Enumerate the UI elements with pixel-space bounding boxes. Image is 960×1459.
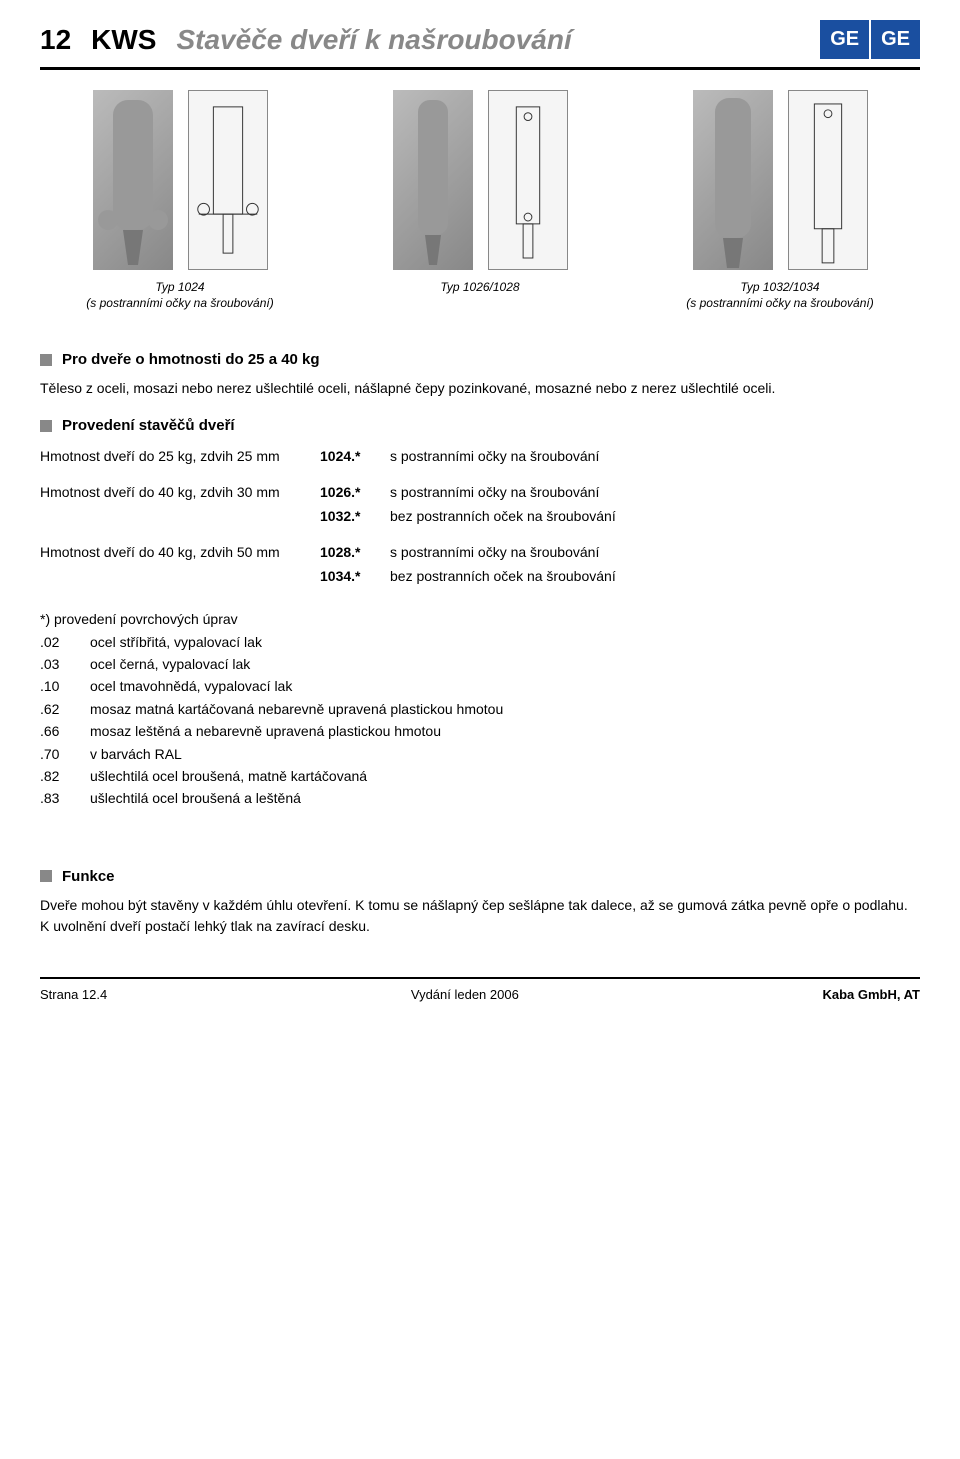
finish-desc: mosaz matná kartáčovaná nebarevně uprave…: [90, 698, 503, 720]
spec-desc: s postranními očky na šroubování: [390, 444, 920, 468]
page-header: 12 KWS Stavěče dveří k našroubování GE G…: [40, 20, 920, 70]
finish-desc: ušlechtilá ocel broušená, matně kartáčov…: [90, 765, 367, 787]
table-row: Hmotnost dveří do 40 kg, zdvih 50 mm 102…: [40, 540, 920, 564]
footer-left: Strana 12.4: [40, 987, 107, 1002]
label2-line1: Typ 1026/1028: [340, 280, 620, 296]
finish-row: .10ocel tmavohnědá, vypalovací lak: [40, 675, 920, 697]
finish-row: .62mosaz matná kartáčovaná nebarevně upr…: [40, 698, 920, 720]
finish-code: .82: [40, 765, 90, 787]
spec-label: Hmotnost dveří do 40 kg, zdvih 30 mm: [40, 480, 320, 504]
finish-desc: v barvách RAL: [90, 743, 182, 765]
finish-desc: ocel tmavohnědá, vypalovací lak: [90, 675, 292, 697]
spec-desc: s postranními očky na šroubování: [390, 480, 920, 504]
spec-desc: bez postranních oček na šroubování: [390, 564, 920, 588]
finish-code: .66: [40, 720, 90, 742]
section3-heading: Funkce: [40, 868, 920, 885]
drawing-group-1: [40, 90, 320, 270]
spec-table-2: Hmotnost dveří do 40 kg, zdvih 30 mm 102…: [40, 480, 920, 528]
drawing-group-2: [340, 90, 620, 270]
section1-text: Těleso z oceli, mosazi nebo nerez ušlech…: [40, 378, 920, 399]
footer-center: Vydání leden 2006: [411, 987, 519, 1002]
section3-text: Dveře mohou být stavěny v každém úhlu ot…: [40, 895, 920, 937]
table-row: 1034.* bez postranních oček na šroubován…: [40, 564, 920, 588]
label1-line1: Typ 1024: [40, 280, 320, 296]
section2-heading-text: Provedení stavěčů dveří: [62, 417, 235, 434]
spec-label: Hmotnost dveří do 40 kg, zdvih 50 mm: [40, 540, 320, 564]
spec-label: [40, 564, 320, 588]
table-row: Hmotnost dveří do 25 kg, zdvih 25 mm 102…: [40, 444, 920, 468]
logo-left-half: GE: [820, 20, 869, 59]
finishes-intro: *) provedení povrchových úprav: [40, 608, 920, 630]
section2-heading: Provedení stavěčů dveří: [40, 417, 920, 434]
drawing-labels-row: Typ 1024 (s postranními očky na šroubová…: [40, 280, 920, 311]
header-left: 12 KWS Stavěče dveří k našroubování: [40, 24, 572, 56]
spec-code: 1026.*: [320, 480, 390, 504]
bullet-icon: [40, 870, 52, 882]
finish-row: .83ušlechtilá ocel broušená a leštěná: [40, 787, 920, 809]
finish-code: .10: [40, 675, 90, 697]
spec-label: [40, 504, 320, 528]
finish-code: .03: [40, 653, 90, 675]
page-number: 12: [40, 24, 71, 56]
page-footer: Strana 12.4 Vydání leden 2006 Kaba GmbH,…: [40, 977, 920, 1002]
brand-code: KWS: [91, 24, 156, 56]
spec-desc: s postranními očky na šroubování: [390, 540, 920, 564]
section1-heading-text: Pro dveře o hmotnosti do 25 a 40 kg: [62, 351, 320, 368]
bullet-icon: [40, 354, 52, 366]
section1-heading: Pro dveře o hmotnosti do 25 a 40 kg: [40, 351, 920, 368]
finishes-block: *) provedení povrchových úprav .02ocel s…: [40, 608, 920, 810]
finish-code: .70: [40, 743, 90, 765]
finish-desc: mosaz leštěná a nebarevně upravená plast…: [90, 720, 441, 742]
label3-line1: Typ 1032/1034: [640, 280, 920, 296]
spec-code: 1028.*: [320, 540, 390, 564]
label1-line2: (s postranními očky na šroubování): [40, 296, 320, 312]
finish-desc: ocel stříbřitá, vypalovací lak: [90, 631, 262, 653]
page-title: Stavěče dveří k našroubování: [176, 24, 571, 56]
product-photo-1026: [393, 90, 473, 270]
spec-table-1: Hmotnost dveří do 25 kg, zdvih 25 mm 102…: [40, 444, 920, 468]
tech-drawing-1024: [188, 90, 268, 270]
finish-row: .03ocel černá, vypalovací lak: [40, 653, 920, 675]
tech-drawing-1032: [788, 90, 868, 270]
spec-code: 1032.*: [320, 504, 390, 528]
section3-heading-text: Funkce: [62, 868, 115, 885]
spec-table-3: Hmotnost dveří do 40 kg, zdvih 50 mm 102…: [40, 540, 920, 588]
table-row: Hmotnost dveří do 40 kg, zdvih 30 mm 102…: [40, 480, 920, 504]
finish-code: .83: [40, 787, 90, 809]
drawing-label-1: Typ 1024 (s postranními očky na šroubová…: [40, 280, 320, 311]
finish-row: .82ušlechtilá ocel broušená, matně kartá…: [40, 765, 920, 787]
tech-drawing-1026: [488, 90, 568, 270]
spec-label: Hmotnost dveří do 25 kg, zdvih 25 mm: [40, 444, 320, 468]
finish-code: .02: [40, 631, 90, 653]
table-row: 1032.* bez postranních oček na šroubován…: [40, 504, 920, 528]
product-photo-1032: [693, 90, 773, 270]
finish-code: .62: [40, 698, 90, 720]
drawing-label-3: Typ 1032/1034 (s postranními očky na šro…: [640, 280, 920, 311]
finish-row: .66mosaz leštěná a nebarevně upravená pl…: [40, 720, 920, 742]
footer-right: Kaba GmbH, AT: [822, 987, 920, 1002]
bullet-icon: [40, 420, 52, 432]
product-photo-1024: [93, 90, 173, 270]
spec-code: 1034.*: [320, 564, 390, 588]
technical-drawings-row: [40, 90, 920, 270]
finish-desc: ušlechtilá ocel broušená a leštěná: [90, 787, 301, 809]
spec-desc: bez postranních oček na šroubování: [390, 504, 920, 528]
drawing-label-2: Typ 1026/1028: [340, 280, 620, 311]
finish-row: .02ocel stříbřitá, vypalovací lak: [40, 631, 920, 653]
finish-desc: ocel černá, vypalovací lak: [90, 653, 250, 675]
logo-right-half: GE: [871, 20, 920, 59]
brand-logo: GE GE: [820, 20, 920, 59]
finish-row: .70v barvách RAL: [40, 743, 920, 765]
label3-line2: (s postranními očky na šroubování): [640, 296, 920, 312]
drawing-group-3: [640, 90, 920, 270]
spec-code: 1024.*: [320, 444, 390, 468]
